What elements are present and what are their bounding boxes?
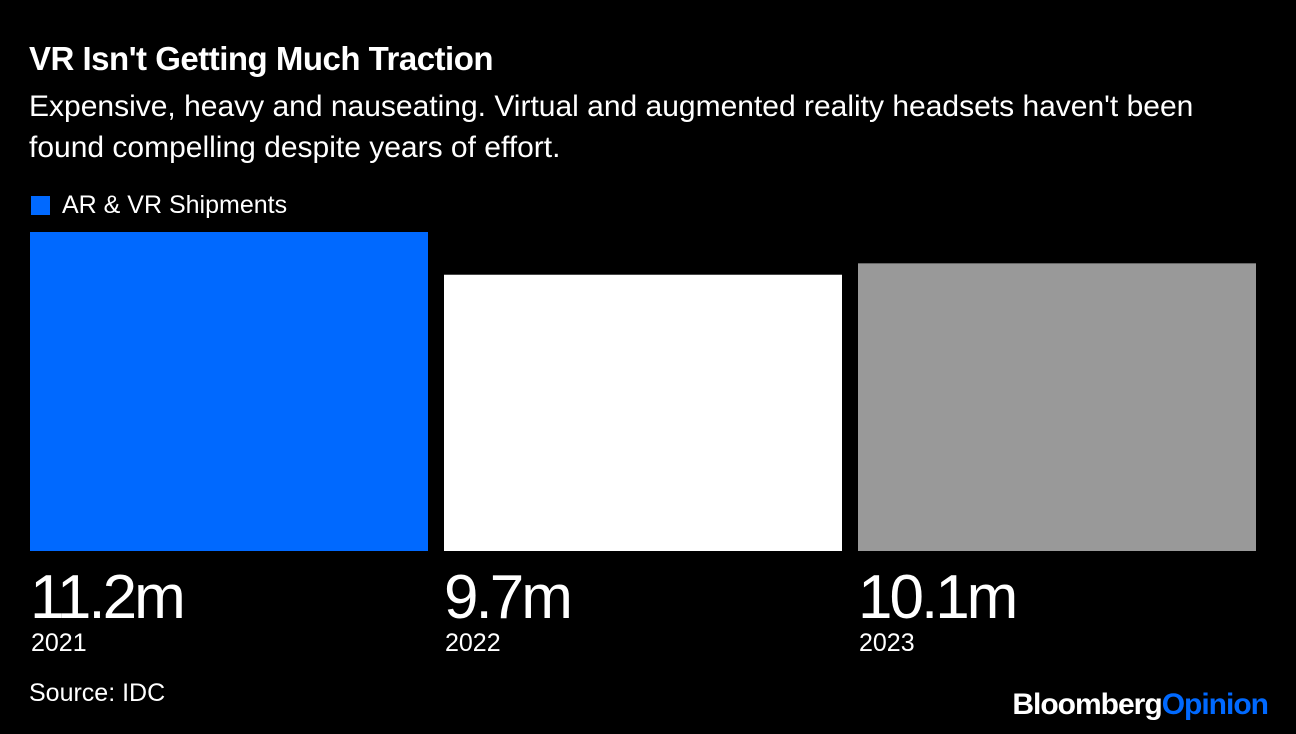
legend-label: AR & VR Shipments bbox=[62, 191, 288, 219]
brand-logo: BloombergOpinion bbox=[1012, 688, 1269, 722]
legend-swatch bbox=[31, 196, 50, 215]
brand-logo-bloomberg: Bloomberg bbox=[1012, 688, 1162, 721]
category-label-2022: 2022 bbox=[445, 629, 501, 657]
value-label-2022: 9.7m bbox=[444, 563, 570, 632]
value-label-2021: 11.2m bbox=[30, 563, 183, 632]
source-note: Source: IDC bbox=[29, 679, 166, 707]
legend: AR & VR Shipments bbox=[31, 191, 287, 220]
bar-2021 bbox=[30, 232, 428, 551]
chart-title: VR Isn't Getting Much Traction bbox=[29, 40, 494, 77]
brand-logo-opinion: Opinion bbox=[1161, 688, 1269, 721]
bar-2022 bbox=[444, 274, 842, 551]
bar-2023 bbox=[858, 263, 1256, 551]
value-label-2023: 10.1m bbox=[858, 563, 1015, 632]
category-label-2023: 2023 bbox=[859, 629, 915, 657]
chart-subtitle: Expensive, heavy and nauseating. Virtual… bbox=[29, 90, 1194, 164]
category-label-2021: 2021 bbox=[31, 629, 87, 657]
